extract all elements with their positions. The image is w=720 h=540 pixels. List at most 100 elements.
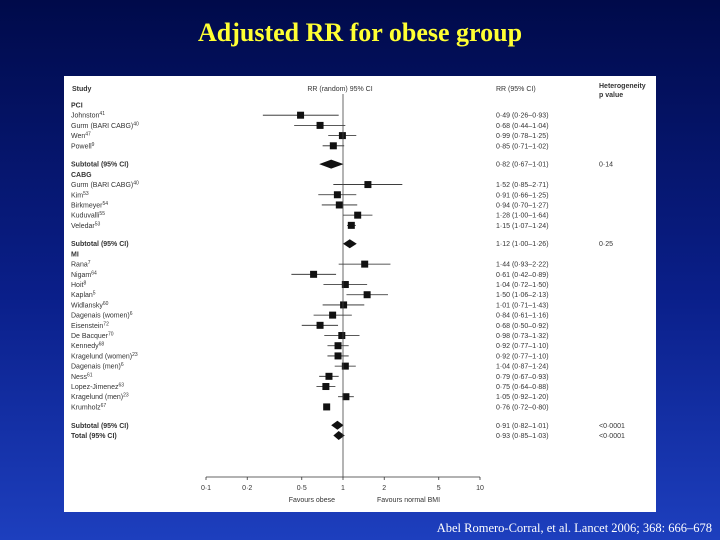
point-estimate-square: [338, 332, 346, 340]
x-tick-label: 10: [476, 485, 484, 492]
study-label: Kuduvalli55: [71, 211, 105, 220]
rr-ci-value: 1·28 (1·00–1·64): [496, 213, 549, 220]
subtotal-label: Subtotal (95% CI): [71, 241, 129, 248]
rr-ci-value: 0·75 (0·64–0·88): [496, 384, 549, 391]
study-label: Eisenstein72: [71, 321, 109, 330]
study-label: Hoit8: [71, 281, 86, 290]
point-estimate-square: [354, 211, 362, 219]
citation: Abel Romero-Corral, et al. Lancet 2006; …: [436, 521, 712, 535]
rr-ci-value: 1·01 (0·71–1·43): [496, 302, 549, 309]
study-label: Powell9: [71, 142, 95, 151]
study-label: Widlansky60: [71, 301, 109, 310]
point-estimate-square: [322, 383, 330, 391]
point-estimate-square: [363, 291, 371, 299]
point-estimate-square: [334, 342, 342, 350]
study-label: Dagenais (women)6: [71, 311, 133, 320]
subtotal-label: Total (95% CI): [71, 433, 117, 440]
x-axis: 0·1 0·2 0·5 1 2 5 10 Favours obese Favours norma…: [201, 94, 484, 504]
rr-ci-value: 0·76 (0·72–0·80): [496, 404, 549, 411]
study-label: Dagenais (men)6: [71, 362, 124, 371]
pooled-estimate-diamond: [333, 430, 345, 440]
rr-ci-value: 0·98 (0·73–1·32): [496, 333, 549, 340]
rr-ci-value: 1·05 (0·92–1·20): [496, 394, 549, 401]
rr-ci-value: 0·85 (0·71–1·02): [496, 143, 549, 150]
x-tick-label: 0·5: [297, 485, 307, 492]
rr-ci-value: 1·04 (0·87–1·24): [496, 364, 549, 371]
point-estimate-square: [342, 393, 350, 401]
rr-ci-value: 1·50 (1·06–2·13): [496, 292, 549, 299]
rr-ci-value: 0·99 (0·78–1·25): [496, 133, 549, 140]
study-label: Gurm (BARI CABG)40: [71, 181, 139, 190]
rr-ci-value: 0·92 (0·77–1·10): [496, 353, 549, 360]
study-label: Veledar53: [71, 221, 101, 230]
slide-title: Adjusted RR for obese group: [197, 18, 523, 47]
subtotal-label: Subtotal (95% CI): [71, 162, 129, 169]
point-estimate-square: [361, 260, 369, 268]
point-estimate-square: [297, 111, 305, 119]
x-tick-label: 5: [437, 485, 441, 492]
study-label: Johnston41: [71, 111, 105, 120]
study-label: Kragelund (women)23: [71, 352, 138, 361]
x-label-favours-obese: Favours obese: [289, 497, 335, 504]
heterogeneity-p-value: <0·0001: [599, 433, 625, 440]
point-estimate-square: [316, 121, 324, 129]
point-estimate-square: [316, 321, 324, 329]
rr-ci-value: 0·91 (0·66–1·25): [496, 192, 549, 199]
rr-ci-value: 1·52 (0·85–2·71): [496, 182, 549, 189]
x-tick-label: 0·1: [201, 485, 211, 492]
point-estimate-square: [340, 301, 348, 309]
pooled-estimate-diamond: [319, 159, 344, 169]
column-header-study: Study: [72, 86, 92, 93]
study-label: Lopez-Jimenez63: [71, 383, 124, 392]
forest-plot: Study RR (random) 95% CI RR (95% CI) Het…: [71, 83, 646, 504]
subtotal-label: Subtotal (95% CI): [71, 423, 129, 430]
forest-plot-panel: Study RR (random) 95% CI RR (95% CI) Het…: [64, 76, 656, 512]
x-tick-label: 0·2: [242, 485, 252, 492]
rr-ci-value: 0·94 (0·70–1·27): [496, 202, 549, 209]
study-label: Kennedy68: [71, 342, 104, 351]
x-tick-label: 1: [341, 485, 345, 492]
point-estimate-square: [364, 181, 372, 189]
study-label: Kim53: [71, 191, 89, 200]
rr-ci-value: 1·44 (0·93–2·22): [496, 262, 549, 269]
heterogeneity-p-value: 0·25: [599, 241, 613, 248]
study-label: Kaplan5: [71, 291, 96, 300]
x-label-favours-normal-bmi: Favours normal BMI: [377, 497, 440, 504]
rr-ci-value: 0·68 (0·50–0·92): [496, 323, 549, 330]
point-estimate-square: [333, 191, 341, 199]
group-header: MI: [71, 251, 79, 258]
point-estimate-square: [341, 281, 349, 289]
point-estimate-square: [335, 201, 343, 209]
rr-ci-value: 1·15 (1·07–1·24): [496, 223, 549, 230]
study-label: Wen47: [71, 132, 91, 141]
rr-ci-value: 0·84 (0·61–1·16): [496, 313, 549, 320]
study-label: Kragelund (men)23: [71, 393, 129, 402]
pooled-estimate-diamond: [331, 420, 344, 430]
column-header-rr: RR (95% CI): [496, 86, 536, 93]
heterogeneity-p-value: 0·14: [599, 162, 613, 169]
heterogeneity-p-value: <0·0001: [599, 423, 625, 430]
rr-ci-value: 0·82 (0·67–1·01): [496, 162, 549, 169]
study-label: Krumholz67: [71, 403, 106, 412]
pooled-estimate-diamond: [343, 239, 357, 249]
rr-ci-value: 0·68 (0·44–1·04): [496, 123, 549, 130]
rr-ci-value: 1·04 (0·72–1·50): [496, 282, 549, 289]
point-estimate-square: [341, 362, 349, 370]
study-label: Gurm (BARI CABG)40: [71, 121, 139, 129]
point-estimate-square: [329, 142, 337, 150]
rr-ci-value: 0·49 (0·26–0·93): [496, 113, 549, 120]
point-estimate-square: [338, 132, 346, 140]
rr-ci-value: 0·93 (0·85–1·03): [496, 433, 549, 440]
rr-ci-value: 0·61 (0·42–0·89): [496, 272, 549, 279]
group-header: PCI: [71, 103, 83, 110]
rr-ci-value: 0·79 (0·67–0·93): [496, 374, 549, 381]
column-header-plot: RR (random) 95% CI: [307, 86, 372, 93]
study-label: Rana7: [71, 260, 91, 269]
study-label: De Bacquer70: [71, 332, 114, 341]
rr-ci-value: 0·92 (0·77–1·10): [496, 343, 549, 350]
study-label: Birkmeyer54: [71, 201, 108, 210]
rr-ci-value: 1·12 (1·00–1·26): [496, 241, 549, 248]
rr-ci-value: 0·91 (0·82–1·01): [496, 423, 549, 430]
point-estimate-square: [347, 221, 355, 229]
